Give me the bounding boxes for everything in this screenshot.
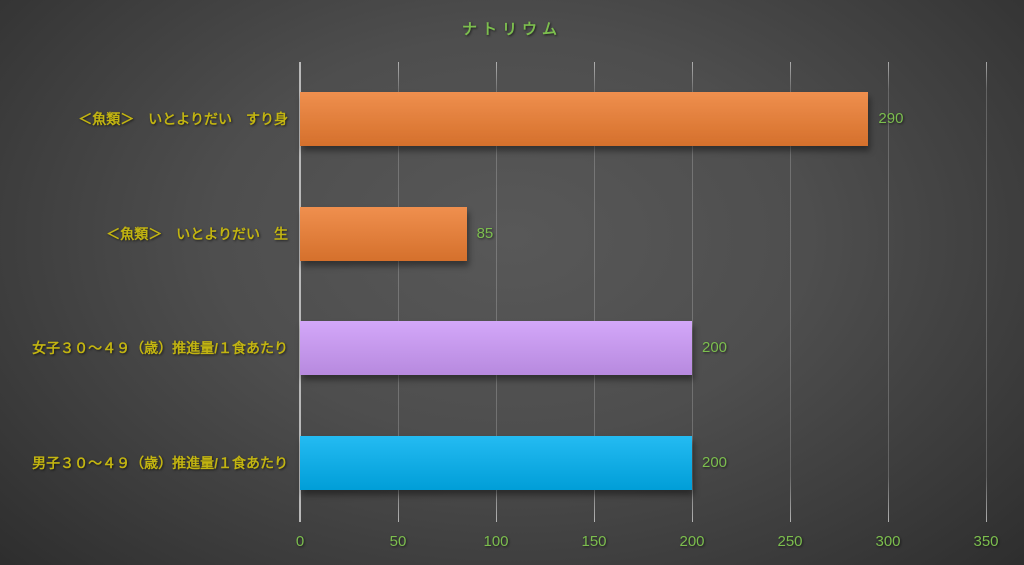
category-label: ＜魚類＞ いとよりだい 生 (106, 225, 288, 242)
gridline (790, 62, 791, 522)
gridline (888, 62, 889, 522)
category-label: 男子３０～４９（歳）推進量/１食あたり (32, 454, 288, 471)
bar[interactable] (300, 92, 869, 147)
gridline (692, 62, 693, 522)
x-axis-tick-label: 200 (679, 533, 705, 550)
category-label: ＜魚類＞ いとよりだい すり身 (78, 111, 288, 128)
bar[interactable] (300, 206, 467, 261)
x-axis-tick-label: 100 (483, 533, 509, 550)
data-label: 290 (878, 110, 904, 128)
x-axis-tick-label: 250 (777, 533, 803, 550)
x-axis-tick-label: 350 (973, 533, 999, 550)
gridline (496, 62, 497, 522)
bar[interactable] (300, 321, 692, 376)
gridline (986, 62, 987, 522)
gridline (594, 62, 595, 522)
plot-area (299, 62, 987, 522)
category-label: 女子３０～４９（歳）推進量/１食あたり (32, 340, 288, 357)
data-label: 200 (702, 453, 728, 471)
x-axis-tick-label: 300 (875, 533, 901, 550)
x-axis-tick-label: 50 (389, 533, 407, 550)
x-axis-tick-label: 0 (295, 533, 305, 550)
chart-title: ナトリウム (461, 21, 562, 38)
data-label: 200 (702, 339, 728, 357)
data-label: 85 (476, 224, 494, 242)
bar[interactable] (300, 435, 692, 490)
gridline (398, 62, 399, 522)
category-axis-line (299, 62, 301, 522)
x-axis-tick-label: 150 (581, 533, 607, 550)
